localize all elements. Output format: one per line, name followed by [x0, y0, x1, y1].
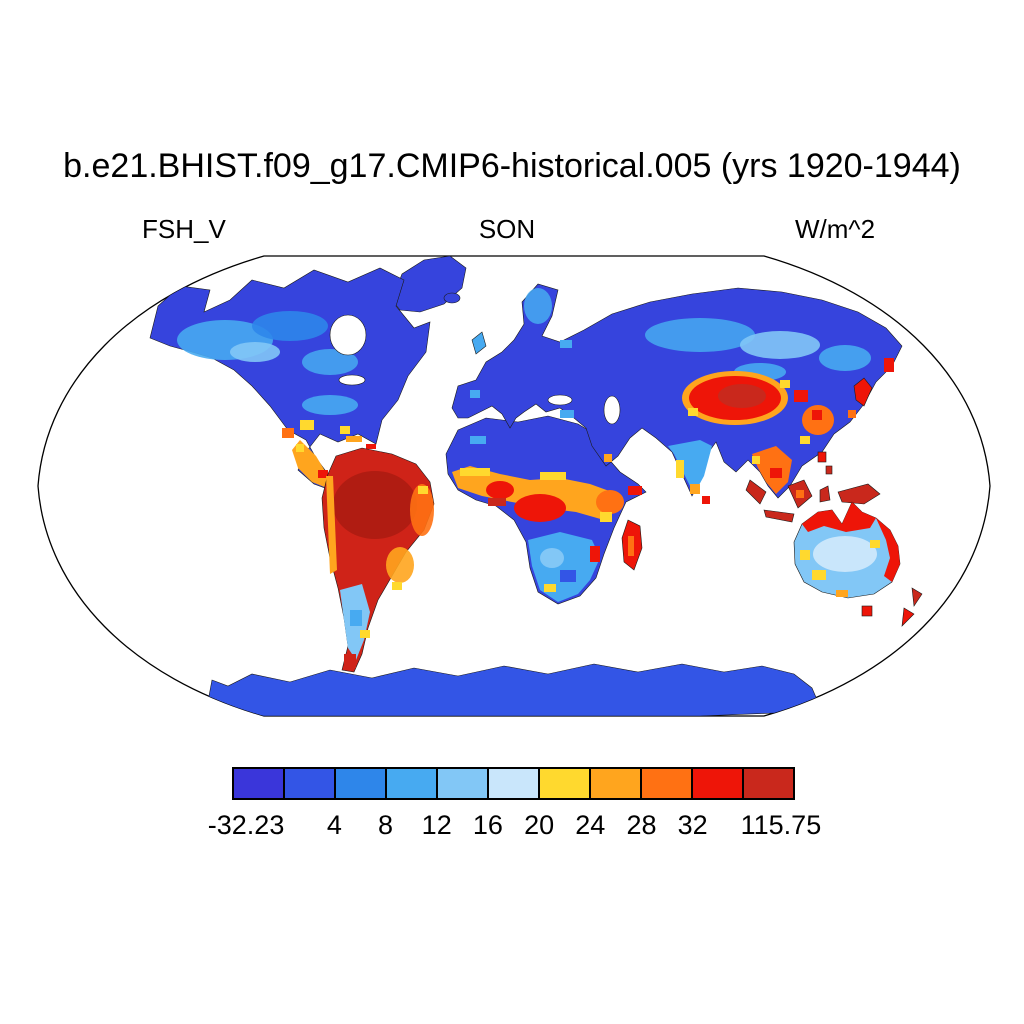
colorbar-tick-label: 24	[575, 810, 606, 840]
colorbar-cell	[538, 769, 589, 798]
variable-label: FSH_V	[142, 214, 226, 244]
colorbar-tick-label: 16	[472, 810, 503, 840]
black-sea	[547, 394, 573, 406]
eurasia-patches	[470, 288, 894, 504]
new-zealand-south	[901, 607, 915, 627]
great-lakes	[338, 374, 366, 386]
colorbar-cell	[436, 769, 487, 798]
colorbar-cell	[283, 769, 334, 798]
java	[763, 509, 795, 523]
borneo-patch	[796, 490, 804, 498]
colorbar	[232, 767, 795, 800]
north-america-patches	[177, 311, 376, 490]
colorbar-tick-label: 115.75	[740, 810, 822, 840]
season-label: SON	[478, 214, 536, 244]
hudson-bay	[329, 314, 367, 356]
colorbar-cell	[334, 769, 385, 798]
japan	[853, 377, 873, 407]
colorbar-cell	[385, 769, 436, 798]
colorbar-tick-label: 32	[677, 810, 708, 840]
colorbar-cell	[742, 769, 793, 798]
new-zealand	[901, 587, 923, 627]
australia	[793, 501, 901, 617]
eurasia	[443, 283, 903, 504]
africa	[445, 415, 647, 605]
colorbar-tick-label: 12	[421, 810, 452, 840]
world-map	[37, 255, 991, 717]
colorbar-tick-label: 20	[524, 810, 555, 840]
new-zealand-north	[911, 587, 923, 607]
sumatra	[745, 479, 767, 505]
colorbar-cell	[234, 769, 283, 798]
colorbar-tick-label: 4	[326, 810, 342, 840]
philippines-south	[825, 465, 833, 475]
sulawesi	[819, 485, 831, 503]
colorbar-ticks: -32.23 4 8 12 16 20 24 28 32 115.75	[208, 808, 821, 844]
colorbar-tick-label: 28	[626, 810, 657, 840]
colorbar-cell	[589, 769, 640, 798]
africa-patches	[452, 436, 642, 602]
new-guinea	[837, 483, 881, 505]
colorbar-tick-label: -32.23	[207, 810, 285, 840]
north-america	[149, 267, 431, 493]
south-america-patches	[326, 471, 434, 668]
colorbar-cell	[640, 769, 691, 798]
colorbar-tick-label: 8	[378, 810, 394, 840]
colorbar-cell	[691, 769, 742, 798]
philippines	[817, 451, 827, 463]
madagascar-patch	[628, 536, 634, 556]
australia-patches	[800, 502, 900, 597]
iceland	[443, 292, 461, 304]
maritime-continent	[745, 451, 881, 523]
japan-patch	[848, 410, 856, 418]
antarctica	[205, 663, 819, 716]
british-isles	[471, 331, 487, 355]
tasmania	[861, 605, 873, 617]
caspian-sea	[603, 395, 621, 425]
south-america	[321, 447, 435, 673]
plot-title: b.e21.BHIST.f09_g17.CMIP6-historical.005…	[63, 147, 961, 185]
colorbar-cell	[487, 769, 538, 798]
units-label: W/m^2	[795, 214, 876, 244]
